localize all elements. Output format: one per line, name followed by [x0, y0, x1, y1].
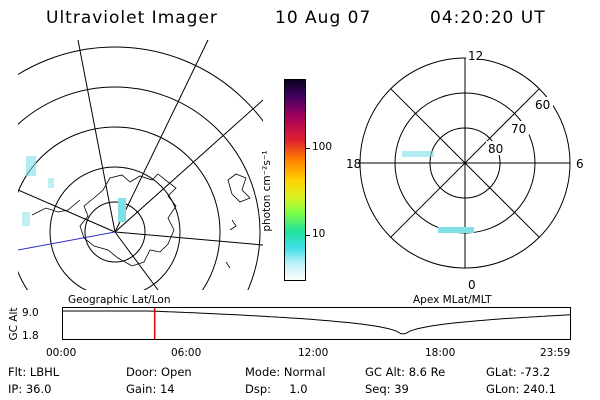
orbit-xtick: 12:00 — [298, 347, 329, 359]
aurora-patch — [402, 151, 434, 157]
mlt-label-18: 18 — [346, 157, 361, 171]
geographic-map — [18, 40, 263, 290]
aurora-patch — [48, 178, 54, 188]
mlt-label-6: 6 — [576, 157, 584, 171]
mlat-mlt-plot: 12 18 6 0 60 70 80 — [346, 49, 584, 292]
aurora-patch — [438, 227, 474, 233]
time-label: 04:20:20 UT — [430, 8, 546, 28]
mlat-label-70: 70 — [511, 122, 526, 136]
orbit-plot — [62, 307, 571, 340]
aurora-patch — [26, 156, 36, 176]
colorbar-tick-10: 10 — [312, 228, 326, 240]
gain-value: Gain: 14 — [126, 382, 175, 396]
glat-value: GLat: -73.2 — [486, 365, 551, 379]
door-value: Door: Open — [126, 365, 192, 379]
orbit-ytick-bottom: 1.8 — [22, 330, 39, 342]
coastline-island — [227, 173, 251, 203]
lat-ring — [84, 201, 146, 263]
seq-value: Seq: 39 — [365, 382, 409, 396]
colorbar — [284, 79, 306, 281]
glon-value: GLon: 240.1 — [486, 382, 556, 396]
meridian — [114, 99, 263, 233]
dsp-value: Dsp: 1.0 — [245, 382, 308, 396]
colorbar-unit-label: photon cm⁻²s⁻¹ — [261, 150, 273, 232]
lat-ring — [18, 46, 263, 122]
left-map-caption: Geographic Lat/Lon — [68, 294, 171, 306]
orbit-xtick: 18:00 — [425, 347, 456, 359]
orbit-xtick: 06:00 — [171, 347, 202, 359]
gc-alt-value: GC Alt: 8.6 Re — [365, 365, 446, 379]
ip-value: IP: 36.0 — [8, 382, 52, 396]
mlt-diagonal — [390, 88, 540, 238]
coastline-antarctica — [79, 173, 177, 267]
coastline-island — [225, 261, 231, 269]
colorbar-tick-mark — [306, 235, 310, 236]
meridian — [114, 231, 159, 290]
orbit-plot-frame — [62, 307, 571, 340]
meridian — [18, 189, 116, 233]
orbit-xtick: 00:00 — [46, 347, 77, 359]
mlat-label-80: 80 — [488, 142, 503, 156]
aurora-patch — [22, 212, 30, 226]
blue-meridian — [18, 231, 116, 251]
lat-ring — [49, 166, 181, 290]
orbit-ylabel: GC Alt — [8, 307, 20, 341]
orbit-xtick: 23:59 — [540, 347, 571, 359]
mode-value: Mode: Normal — [245, 365, 326, 379]
flt-value: Flt: LBHL — [8, 365, 60, 379]
mlat-label-60: 60 — [535, 98, 550, 112]
right-map-caption: Apex MLat/MLT — [413, 294, 492, 306]
mlt-label-0: 0 — [468, 278, 476, 292]
meridian — [114, 40, 209, 233]
coastline-island — [229, 219, 237, 231]
lat-ring — [18, 86, 261, 290]
meridian — [77, 40, 116, 233]
orbit-altitude-curve — [63, 310, 571, 335]
aurora-patch — [118, 198, 126, 222]
lat-ring — [18, 126, 221, 290]
app-title: Ultraviolet Imager — [46, 8, 218, 28]
colorbar-tick-mark — [306, 148, 310, 149]
meridian — [114, 231, 263, 246]
colorbar-tick-100: 100 — [312, 141, 333, 153]
orbit-ytick-top: 9.0 — [22, 307, 39, 319]
coastline-peninsula — [31, 199, 81, 216]
mlt-label-12: 12 — [468, 49, 483, 63]
date-label: 10 Aug 07 — [275, 8, 372, 28]
